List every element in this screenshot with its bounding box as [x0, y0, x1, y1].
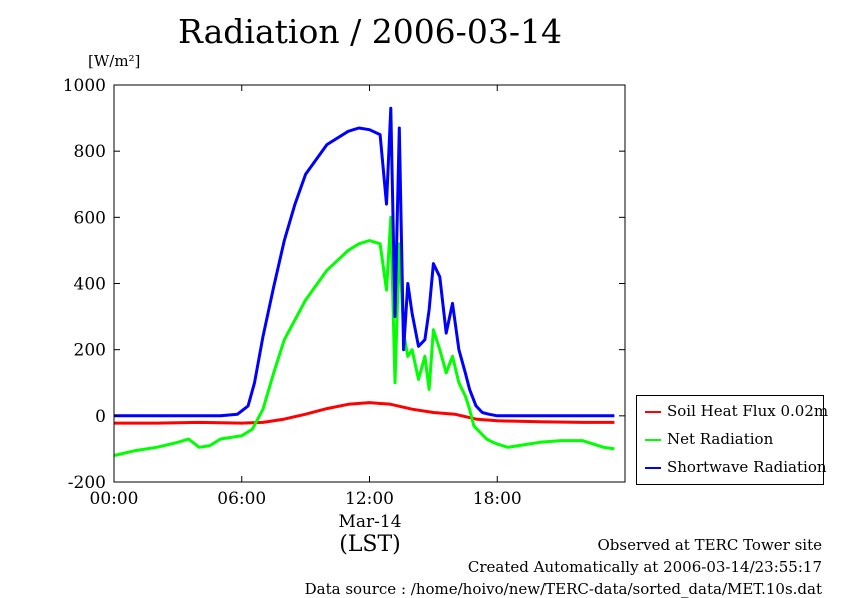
x-date-label: Mar-14: [338, 512, 402, 532]
y-tick-label: 800: [74, 142, 106, 162]
legend-swatch: [645, 439, 661, 441]
x-unit-label: (LST): [339, 532, 401, 557]
footer-created: Created Automatically at 2006-03-14/23:5…: [467, 558, 822, 576]
legend-item-shortwave-radiation: Shortwave Radiation: [637, 456, 827, 478]
x-tick-label: 00:00: [90, 489, 139, 509]
y-tick-label: -200: [68, 473, 106, 493]
y-axis-unit-label: [W/m²]: [88, 52, 141, 70]
legend-item-soil-heat-flux: Soil Heat Flux 0.02m: [637, 400, 828, 422]
y-tick-label: 0: [95, 407, 106, 427]
series-line-shortwave-radiation: [114, 106, 615, 418]
legend-swatch: [645, 411, 661, 413]
legend: Soil Heat Flux 0.02m Net Radiation Short…: [636, 395, 828, 485]
series-line-net-radiation: [113, 215, 615, 457]
y-tick-label: 600: [74, 208, 106, 228]
legend-swatch: [645, 467, 661, 469]
x-tick-label: 06:00: [217, 489, 266, 509]
legend-label: Shortwave Radiation: [667, 458, 827, 476]
footer-observed: Observed at TERC Tower site: [597, 536, 822, 554]
legend-label: Net Radiation: [667, 430, 774, 448]
series-line-soil-heat-flux-0-02m: [114, 401, 615, 425]
x-tick-label: 18:00: [473, 489, 522, 509]
y-tick-label: 1000: [63, 76, 106, 96]
chart-title: Radiation / 2006-03-14: [178, 12, 562, 51]
footer-data-source: Data source : /home/hoivo/new/TERC-data/…: [304, 580, 822, 598]
legend-label: Soil Heat Flux 0.02m: [667, 402, 829, 420]
legend-item-net-radiation: Net Radiation: [637, 428, 823, 450]
y-tick-label: 400: [74, 275, 106, 295]
x-tick-label: 12:00: [345, 489, 394, 509]
y-tick-label: 200: [74, 341, 106, 361]
